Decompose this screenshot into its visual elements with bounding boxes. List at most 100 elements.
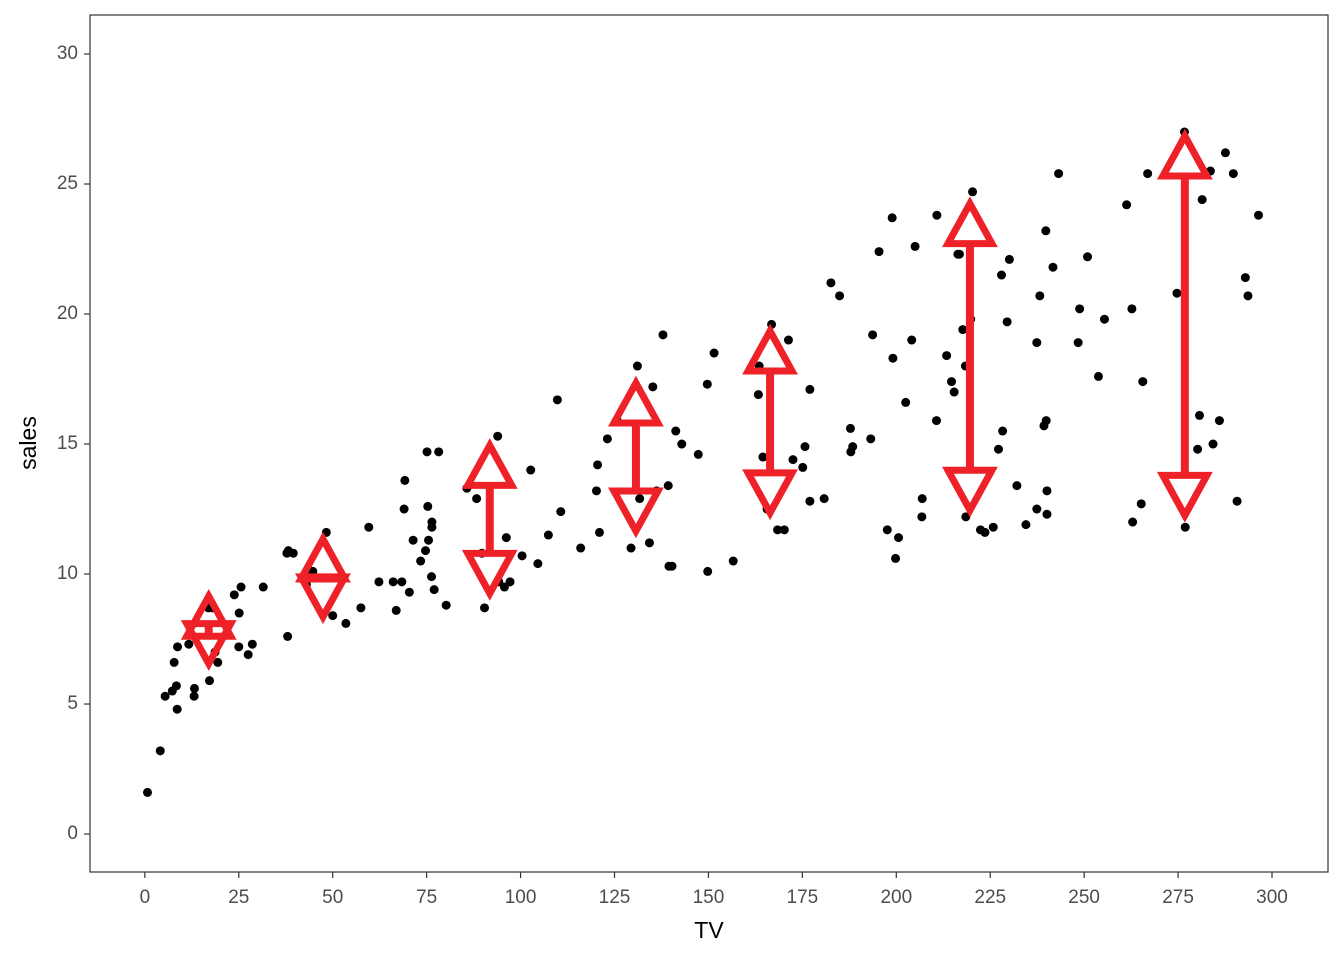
point — [996, 270, 1006, 280]
point — [805, 384, 815, 394]
plot-panel — [89, 14, 1329, 873]
point — [1128, 517, 1138, 527]
point — [526, 465, 536, 475]
point — [1127, 304, 1137, 314]
point — [648, 382, 658, 392]
arrow-head-down — [180, 620, 237, 671]
point — [422, 447, 432, 457]
x-tick-label: 25 — [228, 887, 249, 908]
point — [493, 431, 503, 441]
point — [1042, 486, 1052, 496]
point — [416, 556, 426, 566]
arrow-head-down — [461, 549, 518, 601]
point — [429, 585, 439, 595]
point — [423, 501, 433, 511]
point — [1220, 148, 1230, 158]
point — [888, 353, 898, 363]
point — [826, 278, 836, 288]
point — [552, 395, 562, 405]
point — [1041, 416, 1051, 426]
arrow-head-down — [608, 487, 664, 539]
point — [184, 639, 194, 649]
point — [848, 442, 858, 452]
point — [1035, 291, 1045, 301]
point — [374, 577, 384, 587]
point — [1214, 416, 1224, 426]
point — [480, 603, 490, 613]
arrow-head-down — [942, 466, 998, 518]
point — [1253, 210, 1263, 220]
y-tick-label: 25 — [57, 173, 78, 194]
point — [783, 335, 793, 345]
point — [891, 553, 901, 563]
point — [917, 494, 927, 504]
arrow-head-up — [742, 323, 798, 375]
point — [907, 335, 917, 345]
point — [980, 527, 990, 537]
point — [658, 330, 668, 340]
point — [391, 605, 401, 615]
point — [868, 330, 878, 340]
point — [882, 525, 892, 535]
arrow-head-up — [608, 375, 664, 427]
point — [356, 603, 366, 613]
point — [204, 676, 214, 686]
point — [171, 681, 181, 691]
point — [1002, 317, 1012, 327]
x-tick-label: 125 — [599, 887, 631, 908]
point — [576, 543, 586, 553]
point — [800, 442, 810, 452]
point — [835, 291, 845, 301]
y-tick-label: 5 — [67, 693, 78, 714]
point — [758, 452, 768, 462]
point — [247, 639, 257, 649]
point — [1075, 304, 1085, 314]
point — [388, 577, 398, 587]
point — [910, 241, 920, 251]
point — [1138, 377, 1148, 387]
point — [229, 590, 239, 600]
point — [1195, 410, 1205, 420]
point — [779, 525, 789, 535]
arrow-head-up — [942, 196, 998, 248]
point — [288, 548, 298, 558]
point — [243, 650, 253, 660]
point — [142, 787, 152, 797]
y-tick-label: 20 — [57, 303, 78, 324]
point — [728, 556, 738, 566]
point — [591, 486, 601, 496]
point — [632, 361, 642, 371]
point — [517, 551, 527, 561]
point — [998, 426, 1008, 436]
point — [635, 494, 645, 504]
point — [594, 527, 604, 537]
point — [404, 587, 414, 597]
point — [172, 704, 182, 714]
point — [1243, 291, 1253, 301]
y-tick-label: 30 — [57, 43, 78, 64]
x-tick-label: 275 — [1162, 887, 1194, 908]
point — [169, 657, 179, 667]
point — [341, 618, 351, 628]
x-tick-label: 100 — [505, 887, 537, 908]
point — [1122, 200, 1132, 210]
point — [236, 582, 246, 592]
point — [397, 577, 407, 587]
point — [1099, 314, 1109, 324]
point — [805, 496, 815, 506]
point — [1012, 481, 1022, 491]
point — [434, 447, 444, 457]
point — [894, 533, 904, 543]
point — [400, 475, 410, 485]
point — [1180, 522, 1190, 532]
point — [798, 462, 808, 472]
point — [602, 434, 612, 444]
point — [189, 691, 199, 701]
point — [1197, 195, 1207, 205]
point — [1073, 338, 1083, 348]
point — [753, 390, 763, 400]
point — [543, 530, 553, 540]
point — [472, 494, 482, 504]
point — [887, 213, 897, 223]
point — [993, 444, 1003, 454]
